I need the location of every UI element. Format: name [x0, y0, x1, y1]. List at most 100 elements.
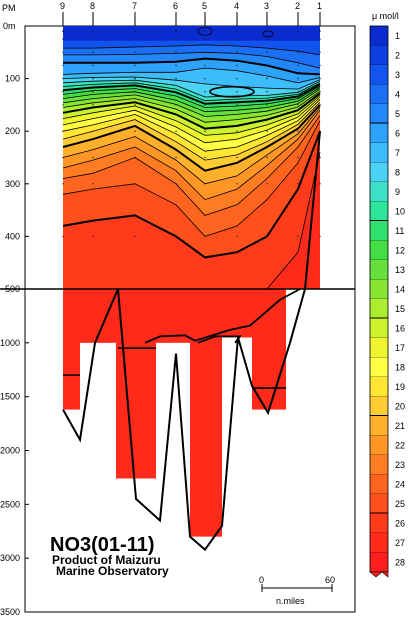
sample-point: [134, 183, 136, 185]
sample-point: [62, 104, 64, 106]
sample-point: [92, 64, 94, 67]
sample-point: [204, 183, 206, 185]
sample-point: [134, 38, 136, 40]
colorbar-level-label: 16: [395, 323, 405, 333]
sample-point: [319, 77, 321, 80]
sample-point: [319, 38, 321, 40]
colorbar-swatch: [370, 513, 388, 533]
sample-point: [62, 30, 64, 32]
sample-point: [62, 38, 64, 40]
colorbar-swatch: [370, 474, 388, 494]
depth-tick-label: 1000: [0, 338, 20, 348]
distance-scale-bar: 0 60 n.miles: [259, 575, 335, 606]
colorbar-level-label: 19: [395, 382, 405, 392]
sample-point: [175, 64, 177, 67]
sample-point: [92, 183, 94, 185]
colorbar-level-label: 5: [395, 109, 400, 119]
colorbar-level-label: 17: [395, 343, 405, 353]
sample-point: [204, 38, 206, 40]
contour-core: [197, 26, 213, 36]
deep-fill-column: [156, 289, 190, 343]
sample-point: [204, 91, 206, 93]
depth-tick-label: 2000: [0, 446, 20, 456]
depth-tick-label: 300: [5, 179, 20, 189]
sample-point: [236, 64, 238, 67]
sample-point: [266, 30, 268, 32]
sample-point: [92, 130, 94, 132]
sample-point: [297, 38, 299, 40]
colorbar-legend: 1234567891011121314151617181920212223242…: [369, 25, 405, 578]
station-label: 4: [234, 1, 239, 11]
depth-tick-label: 200: [5, 126, 20, 136]
sample-point: [62, 235, 64, 238]
colorbar-swatch: [370, 279, 388, 299]
sample-point: [266, 235, 268, 238]
depth-tick-label: 1500: [0, 392, 20, 402]
deep-fill-column: [252, 289, 286, 410]
colorbar-swatch: [370, 45, 388, 65]
sample-point: [319, 183, 321, 185]
sample-point: [92, 104, 94, 106]
sample-point: [62, 130, 64, 132]
sample-point: [92, 38, 94, 40]
colorbar-swatch: [370, 396, 388, 416]
chart-subtitle-line2: Marine Observatory: [56, 564, 169, 578]
colorbar-level-label: 10: [395, 206, 405, 216]
sample-point: [175, 77, 177, 80]
sample-point: [236, 38, 238, 40]
sample-point: [175, 235, 177, 238]
sample-point: [175, 183, 177, 185]
contour-line: [62, 85, 321, 108]
pm-label: PM: [2, 3, 16, 13]
depth-tick-label: 0m: [3, 21, 16, 31]
sample-point: [134, 130, 136, 132]
colorbar-swatch: [370, 162, 388, 182]
colorbar-level-label: 4: [395, 89, 400, 99]
scale-bar-unit-label: n.miles: [276, 596, 305, 606]
sample-point: [297, 104, 299, 106]
contour-line: [62, 97, 321, 144]
colorbar-swatch: [370, 84, 388, 104]
contour-line: [62, 102, 321, 161]
colorbar-level-label: 18: [395, 362, 405, 372]
colorbar-level-label: 13: [395, 265, 405, 275]
contour-line: [144, 288, 301, 344]
sample-point: [92, 91, 94, 93]
contour-line: [62, 130, 321, 259]
contour-line: [63, 57, 321, 76]
sample-point: [266, 104, 268, 106]
colorbar-swatch: [370, 221, 388, 241]
sample-point: [319, 51, 321, 53]
colorbar-level-label: 20: [395, 401, 405, 411]
chart-title: NO3(01-11): [50, 534, 155, 556]
sample-point: [92, 77, 94, 80]
sample-point: [175, 51, 177, 53]
sample-point: [319, 64, 321, 67]
sample-point: [297, 91, 299, 93]
colorbar-swatch: [370, 318, 388, 338]
sample-point: [297, 77, 299, 80]
sample-point: [204, 130, 206, 132]
station-label: 9: [60, 1, 65, 11]
sample-point: [204, 77, 206, 80]
station-axis: 9 8 7 6 5 4 3 2 1: [60, 1, 322, 26]
sample-point: [319, 156, 321, 159]
colorbar-level-label: 7: [395, 148, 400, 158]
depth-axis: 0m 100 200 300 400 500 1000 1500 2000 2500 3000 350…: [0, 21, 29, 617]
sample-point: [266, 183, 268, 185]
depth-tick-label: 400: [5, 231, 20, 241]
sample-point: [236, 183, 238, 185]
colorbar-swatch: [370, 357, 388, 377]
deep-fill-column: [63, 289, 80, 410]
sample-point: [236, 91, 238, 93]
sample-point: [175, 156, 177, 159]
sample-point: [204, 104, 206, 106]
sample-point: [266, 77, 268, 80]
sample-point: [319, 91, 321, 93]
sample-point: [62, 64, 64, 67]
sample-point: [266, 64, 268, 67]
bottom-topography-line: [62, 131, 321, 552]
contour-line: [62, 99, 321, 152]
station-label: 1: [317, 1, 322, 11]
sample-point: [236, 156, 238, 159]
